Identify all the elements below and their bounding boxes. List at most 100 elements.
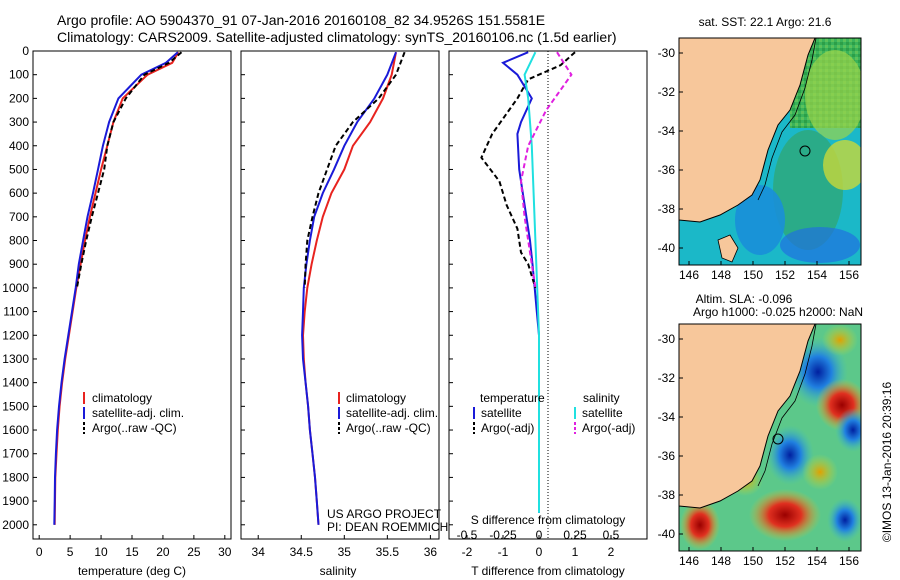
map-x-tick-label: 156: [839, 554, 859, 568]
x-tick-label: 15: [125, 545, 139, 559]
map-y-tick-label: -34: [658, 410, 676, 424]
map-x-tick-label: 152: [775, 268, 795, 282]
series-line-climatology: [301, 52, 397, 525]
map-y-tick-label: -30: [658, 46, 676, 60]
x-tick-label: 25: [187, 545, 201, 559]
map-y-tick-label: -34: [658, 124, 676, 138]
sla-map: Altim. SLA: -0.096 Argo h1000: -0.025 h2…: [658, 292, 863, 568]
y-tick-label: 600: [9, 186, 29, 200]
map-y-tick-label: -38: [658, 488, 676, 502]
map-y-tick-label: -30: [658, 332, 676, 346]
series-line-satellite-adj-clim-: [53, 51, 179, 525]
title-line-2: Climatology: CARS2009. Satellite-adjuste…: [57, 29, 617, 45]
legend-label-t-argo: Argo(-adj): [481, 421, 534, 435]
y-tick-label: 1700: [2, 447, 29, 461]
map-x-tick-label: 150: [743, 554, 763, 568]
salinity-xlabel: salinity: [320, 564, 357, 578]
series-line-climatology: [53, 51, 180, 525]
map-y-tick-label: -40: [658, 241, 676, 255]
map-x-tick-label: 154: [807, 554, 827, 568]
map-x-tick-label: 154: [807, 268, 827, 282]
x-tick-label: 35.5: [376, 545, 400, 559]
series-line-argo-raw-qc-: [75, 51, 183, 289]
y-tick-label: 700: [9, 210, 29, 224]
x-tick-label: 10: [94, 545, 108, 559]
salinity-plot-frame: [240, 50, 440, 540]
imos-stamp: ©IMOS 13-Jan-2016 20:39:16: [880, 382, 894, 543]
series-line-s-argo-adj-: [519, 51, 573, 289]
legend-label-s-satellite: satellite: [582, 406, 623, 420]
y-tick-label: 300: [9, 115, 29, 129]
legend-label-climatology: climatology: [92, 391, 152, 405]
legend-label-argo: Argo(..raw -QC): [92, 421, 177, 435]
s-x-tick-label: 0: [536, 528, 543, 542]
legend-label-t-satellite: satellite: [481, 406, 522, 420]
x-tick-label: 34: [252, 545, 266, 559]
argo-float-marker-sla: [772, 433, 784, 445]
x-tick-label: 30: [218, 545, 232, 559]
sst-map-title: sat. SST: 22.1 Argo: 21.6: [699, 15, 832, 29]
legend-title-salinity: salinity: [583, 391, 620, 405]
map-x-tick-label: 156: [839, 268, 859, 282]
temperature-panel: 0 5 10 15 20 25 300100200300400500600700800900…: [2, 44, 232, 578]
s-x-tick-label: 0.25: [563, 528, 587, 542]
y-tick-label: 1800: [2, 470, 29, 484]
temperature-plot-frame: [32, 50, 232, 540]
y-tick-label: 1500: [2, 399, 29, 413]
legend-label-satellite: satellite-adj. clim.: [92, 406, 184, 420]
map-y-tick-label: -32: [658, 85, 676, 99]
x-tick-label: 35: [338, 545, 352, 559]
y-tick-label: 200: [9, 91, 29, 105]
title-line-1: Argo profile: AO 5904370_91 07-Jan-2016 …: [57, 12, 546, 28]
sst-map-frame: [678, 37, 862, 266]
series-line-t-argo-adj-: [480, 51, 576, 289]
map-y-tick-label: -36: [658, 449, 676, 463]
legend-label-climatology: climatology: [346, 391, 406, 405]
y-tick-label: 800: [9, 234, 29, 248]
series-line-s-satellite: [523, 51, 540, 513]
t-difference-xlabel: T difference from climatology: [471, 564, 625, 578]
x-tick-label: -1: [498, 545, 509, 559]
legend-title-temperature: temperature: [480, 391, 545, 405]
x-tick-label: 1: [572, 545, 579, 559]
sla-map-frame: [678, 323, 862, 552]
legend-label-s-argo: Argo(-adj): [582, 421, 635, 435]
map-y-tick-label: -40: [658, 527, 676, 541]
x-tick-label: 20: [156, 545, 170, 559]
y-tick-label: 400: [9, 139, 29, 153]
argo-float-marker: [799, 145, 811, 157]
y-tick-label: 900: [9, 257, 29, 271]
x-tick-label: -2: [462, 545, 473, 559]
s-x-tick-label: -0.5: [457, 528, 478, 542]
map-x-tick-label: 150: [743, 268, 763, 282]
difference-panel: -2 -1 0 1 2 -0.5 -0.25 0 0.25 0.5 T difference fr…: [448, 50, 648, 578]
y-tick-label: 100: [9, 68, 29, 82]
map-x-tick-label: 146: [679, 268, 699, 282]
y-tick-label: 2000: [2, 518, 29, 532]
legend-label-satellite: satellite-adj. clim.: [346, 406, 438, 420]
project-label: US ARGO PROJECT: [327, 507, 442, 521]
y-tick-label: 1200: [2, 328, 29, 342]
map-y-tick-label: -38: [658, 202, 676, 216]
x-tick-label: 0: [36, 545, 43, 559]
map-x-tick-label: 148: [711, 554, 731, 568]
map-y-tick-label: -36: [658, 163, 676, 177]
y-tick-label: 500: [9, 162, 29, 176]
y-tick-label: 1400: [2, 376, 29, 390]
series-line-argo-raw-qc-: [303, 51, 406, 288]
map-x-tick-label: 148: [711, 268, 731, 282]
y-tick-label: 1000: [2, 281, 29, 295]
y-tick-label: 1600: [2, 423, 29, 437]
y-tick-label: 1300: [2, 352, 29, 366]
sla-map-subtitle: Argo h1000: -0.025 h2000: NaN: [693, 305, 863, 319]
s-difference-xlabel: S difference from climatology: [471, 513, 626, 527]
temperature-xlabel: temperature (deg C): [78, 564, 186, 578]
legend-label-argo: Argo(..raw -QC): [346, 421, 431, 435]
y-tick-label: 1900: [2, 494, 29, 508]
y-tick-label: 1100: [3, 305, 29, 319]
map-x-tick-label: 152: [775, 554, 795, 568]
y-tick-label: 0: [22, 44, 29, 58]
sst-map: sat. SST: 22.1 Argo: 21.6 -30 -32 -34 -36 -3…: [658, 15, 862, 282]
map-y-tick-label: -32: [658, 371, 676, 385]
